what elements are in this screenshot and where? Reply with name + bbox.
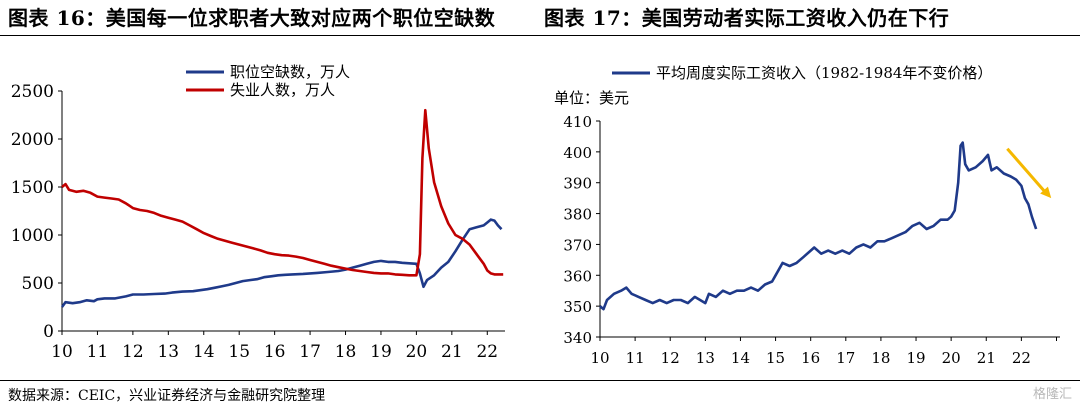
y-tick-label: 360 [563, 267, 592, 285]
x-tick-label: 17 [836, 349, 855, 366]
x-tick-label: 14 [731, 349, 750, 366]
y-tick-label: 2000 [11, 130, 54, 150]
x-tick-label: 19 [906, 349, 925, 366]
series-line-1 [599, 141, 1038, 311]
footer-rule [0, 380, 1080, 381]
y-tick-label: 1500 [11, 178, 54, 198]
y-tick-label: 1000 [11, 226, 54, 246]
x-tick-label: 18 [335, 342, 357, 362]
header-rule [0, 35, 1080, 36]
legend-label-2: 失业人数，万人 [230, 81, 335, 99]
x-tick-label: 13 [157, 342, 179, 362]
x-tick-label: 12 [122, 342, 144, 362]
trend-arrow-shaft [1006, 147, 1047, 194]
figure17-title: 图表 17：美国劳动者实际工资收入仍在下行 [544, 6, 950, 30]
y-tick-label: 350 [563, 298, 592, 316]
x-tick-label: 19 [370, 342, 392, 362]
x-tick-label: 15 [766, 349, 785, 366]
legend-label-1: 平均周度实际工资收入（1982-1984年不变价格） [656, 64, 992, 82]
series-line-2 [61, 108, 504, 277]
x-tick-label: 15 [228, 342, 250, 362]
x-tick-label: 11 [87, 342, 109, 362]
y-tick-label: 380 [563, 206, 592, 224]
y-tick-label: 410 [563, 113, 592, 131]
x-tick-label: 12 [661, 349, 680, 366]
x-tick-label: 21 [977, 349, 996, 366]
series-line-1 [60, 218, 503, 308]
x-tick-label: 14 [193, 342, 215, 362]
x-tick-label: 21 [441, 342, 463, 362]
y-tick-label: 0 [43, 322, 54, 342]
x-tick-label: 11 [626, 349, 645, 366]
x-tick-label: 20 [406, 342, 428, 362]
x-tick-label: 17 [299, 342, 321, 362]
legend-label-1: 职位空缺数，万人 [230, 63, 350, 81]
y-tick-label: 340 [563, 329, 592, 347]
x-tick-label: 10 [51, 342, 73, 362]
x-tick-label: 16 [801, 349, 820, 366]
source-note: 数据来源：CEIC，兴业证券经济与金融研究院整理 [8, 388, 326, 404]
x-tick-label: 22 [476, 342, 498, 362]
x-tick-label: 13 [696, 349, 715, 366]
x-tick-label: 22 [1012, 349, 1031, 366]
chart-real-weekly-earnings: 340 350 360 370 380 390 400 410 10 11 12 13 14 15 16 17… [554, 64, 1060, 366]
x-tick-label: 10 [590, 349, 609, 366]
y-tick-label: 2500 [11, 82, 54, 102]
x-tick-label: 20 [942, 349, 961, 366]
chart-job-openings-vs-unemployed: 0 500 1000 1500 2000 2500 10 11 12 13 14 15 16 17 18 19… [11, 63, 505, 362]
y-tick-label: 370 [563, 236, 592, 254]
y-tick-label: 390 [563, 175, 592, 193]
x-tick-label: 18 [871, 349, 890, 366]
figure16-title: 图表 16：美国每一位求职者大致对应两个职位空缺数 [8, 6, 496, 30]
x-tick-label: 16 [264, 342, 286, 362]
trend-arrow-head [1040, 186, 1052, 199]
watermark-logo: 格隆汇 [1032, 387, 1072, 402]
y-axis-unit-label: 单位：美元 [554, 89, 629, 107]
y-tick-label: 400 [563, 144, 592, 162]
y-tick-label: 500 [22, 274, 54, 294]
